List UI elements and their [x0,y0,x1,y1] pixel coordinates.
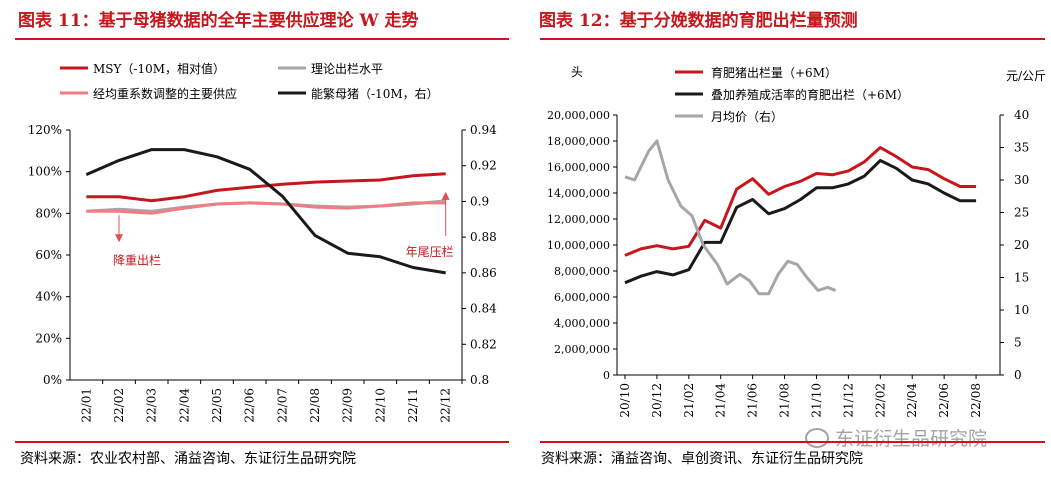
x-tick-label: 22/08 [308,388,322,423]
left-y-tick-label: 8,000,000 [554,265,610,278]
series-line-0 [624,146,977,257]
x-tick-label: 21/10 [809,383,823,418]
left-y-tick-label: 12,000,000 [547,213,610,226]
left-y-tick-label: 120% [28,123,62,137]
left-figure-title: 图表 11：基于母猪数据的全年主要供应理论 W 走势 [18,11,419,31]
legend-label: 能繁母猪（-10M，右） [311,86,439,101]
left-axis-unit: 头 [571,65,583,79]
left-y-tick-label: 4,000,000 [554,317,610,330]
x-tick-label: 22/04 [905,383,919,418]
left-source-rule [15,441,509,443]
right-y-tick-label: 0.82 [470,337,497,351]
right-y-tick-label: 40 [1014,108,1029,122]
left-y-tick-label: 14,000,000 [547,187,610,200]
legend-label: 月均价（右） [711,109,783,124]
right-y-tick-label: 0.9 [470,194,489,208]
series-line-2 [624,139,837,296]
watermark-text: 东证衍生品研究院 [835,428,988,450]
x-tick-label: 22/10 [373,388,387,423]
left-y-tick-label: 16,000,000 [547,161,610,174]
x-tick-label: 21/06 [746,383,760,418]
annotation-arrowhead [115,234,123,243]
right-y-tick-label: 5 [1014,336,1022,350]
right-y-tick-label: 0.86 [470,266,497,280]
x-tick-label: 21/12 [841,383,855,418]
x-tick-label: 21/02 [682,383,696,418]
x-tick-label: 22/06 [243,388,257,423]
annotation-arrowhead [441,191,450,200]
left-y-tick-label: 80% [35,206,62,220]
right-y-tick-label: 0.88 [470,230,497,244]
right-y-tick-label: 0 [1014,368,1022,382]
right-y-tick-label: 0.84 [470,302,497,316]
x-tick-label: 22/09 [341,388,355,423]
x-tick-label: 20/12 [650,383,664,418]
right-figure-title: 图表 12：基于分娩数据的育肥出栏量预测 [539,11,858,31]
series-line-3 [85,148,446,275]
x-tick-label: 22/06 [937,383,951,418]
wechat-icon [805,427,829,448]
x-tick-label: 22/04 [177,388,191,423]
series-line-1 [624,159,977,285]
left-source-note: 资料来源：农业农村部、涌益咨询、东证衍生品研究院 [20,451,356,467]
x-tick-label: 22/12 [439,388,453,423]
x-tick-label: 22/02 [112,388,126,423]
left-figure-panel: 图表 11：基于母猪数据的全年主要供应理论 W 走势 0% 20% 40% 60% 80… [0,0,515,484]
right-y-tick-label: 0.92 [470,159,497,173]
left-y-tick-label: 60% [35,248,62,262]
x-tick-label: 22/02 [873,383,887,418]
left-y-tick-label: 10,000,000 [547,239,610,252]
right-y-tick-label: 0.94 [470,123,497,137]
right-y-tick-label: 25 [1014,206,1029,220]
left-y-tick-label: 2,000,000 [554,343,610,356]
right-title-rule [540,38,1045,40]
left-y-tick-label: 20% [35,331,62,345]
right-y-tick-label: 20 [1014,238,1029,252]
watermark: 东证衍生品研究院 [805,424,987,451]
right-y-tick-label: 10 [1014,303,1029,317]
series-line-2 [86,201,446,215]
legend-label: 经均重系数调整的主要供应 [93,86,237,101]
legend-label: 理论出栏水平 [311,61,383,76]
left-y-tick-label: 20,000,000 [547,109,610,122]
right-y-tick-label: 0.8 [470,373,489,387]
right-source-rule [540,441,1045,443]
x-tick-label: 22/05 [210,388,224,423]
left-y-tick-label: 18,000,000 [547,135,610,148]
left-y-tick-label: 0 [603,369,610,382]
right-figure-panel: 图表 12：基于分娩数据的育肥出栏量预测 头 元/公斤 0 2,000,000 4,00… [525,0,1051,484]
annotation-label: 降重出栏 [113,252,161,267]
series-line-0 [86,172,446,203]
left-y-tick-label: 100% [28,165,62,179]
x-tick-label: 22/07 [275,388,289,423]
right-y-tick-label: 35 [1014,141,1029,155]
x-tick-label: 22/11 [406,388,420,423]
x-tick-label: 22/03 [145,388,159,423]
x-tick-label: 21/04 [714,383,728,418]
right-y-tick-label: 30 [1014,173,1029,187]
legend-label: MSY（-10M，相对值） [93,61,225,76]
left-title-rule [15,38,509,40]
right-axis-unit: 元/公斤 [1006,69,1046,83]
x-tick-label: 20/10 [618,383,632,418]
right-source-note: 资料来源：涌益咨询、卓创资讯、东证衍生品研究院 [541,451,863,467]
legend-label: 叠加养殖成活率的育肥出栏（+6M） [711,87,909,102]
left-y-tick-label: 6,000,000 [554,291,610,304]
x-tick-label: 22/01 [79,388,93,423]
x-tick-label: 21/08 [778,383,792,418]
left-y-tick-label: 0% [43,373,62,387]
right-chart: 头 元/公斤 0 2,000,000 4,000,000 6,000,000 8,000,0… [547,65,1046,418]
right-y-tick-label: 15 [1014,271,1029,285]
left-y-tick-label: 40% [35,290,62,304]
annotation-label: 年尾压栏 [406,244,454,259]
x-tick-label: 22/08 [969,383,983,418]
legend-label: 育肥猪出栏量（+6M） [711,65,837,80]
left-chart: 0% 20% 40% 60% 80% 100% 120% 0.8 0.82 0.84 0.86 0.8… [28,61,497,423]
